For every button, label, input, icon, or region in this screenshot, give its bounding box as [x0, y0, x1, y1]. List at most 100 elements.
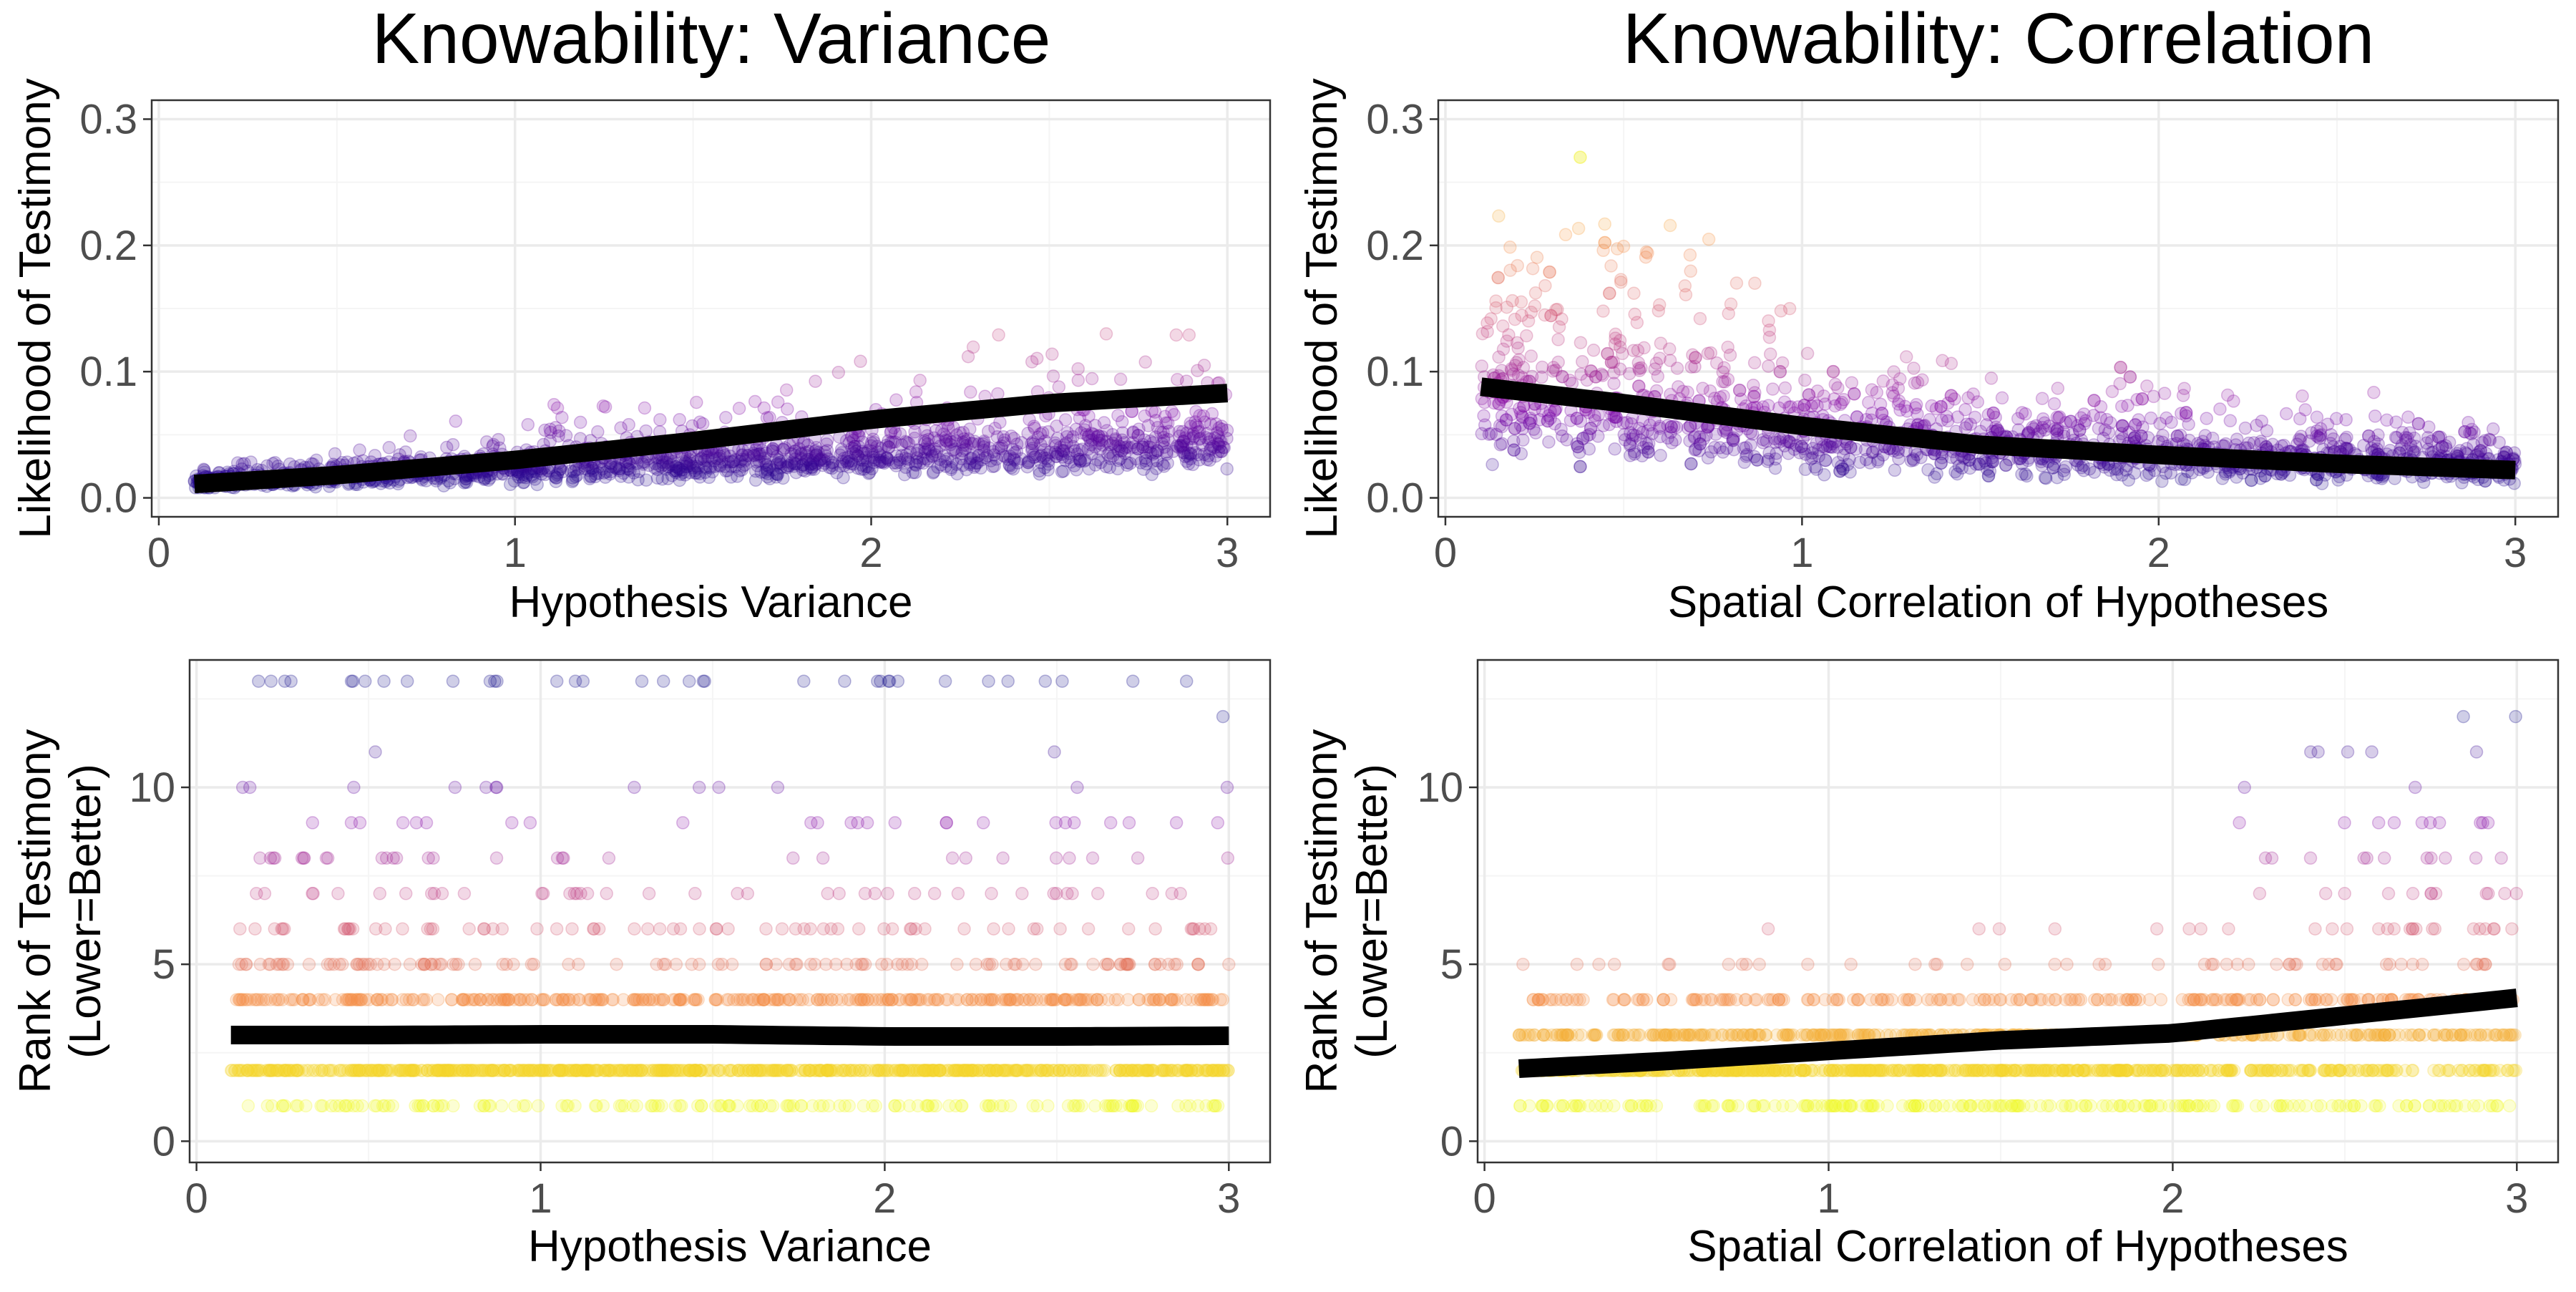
data-point	[562, 958, 575, 971]
data-point	[397, 817, 409, 829]
data-point	[557, 465, 569, 477]
data-point	[447, 675, 459, 687]
y-axis-label: Rank of Testimony(Lower=Better)	[11, 729, 110, 1094]
data-point	[713, 782, 725, 794]
data-point	[997, 852, 1009, 864]
data-point	[1123, 817, 1136, 829]
data-point	[508, 994, 520, 1006]
data-point	[987, 1099, 999, 1112]
data-point	[359, 675, 371, 687]
data-point	[805, 958, 817, 971]
data-point	[796, 1099, 808, 1112]
data-point	[564, 888, 576, 900]
data-point	[1085, 439, 1097, 451]
data-point	[965, 452, 977, 465]
data-point	[962, 351, 975, 363]
data-point	[496, 1099, 508, 1112]
data-point	[731, 888, 743, 900]
data-point	[552, 430, 565, 442]
data-point	[458, 888, 470, 900]
data-point	[1092, 888, 1104, 900]
data-point	[297, 994, 309, 1006]
data-point	[689, 888, 701, 900]
data-point	[2296, 390, 2308, 402]
data-point	[896, 450, 908, 462]
x-tick-label: 0	[147, 530, 170, 576]
data-point	[328, 958, 340, 971]
data-point	[1060, 994, 1072, 1006]
data-point	[1112, 994, 1124, 1006]
data-point	[351, 1099, 364, 1112]
data-point	[1160, 1064, 1172, 1077]
data-point	[1199, 359, 1211, 371]
data-point	[1725, 298, 1737, 310]
data-point	[781, 1099, 793, 1112]
data-point	[237, 782, 249, 794]
data-point	[1018, 994, 1030, 1006]
data-point	[1547, 361, 1559, 374]
data-point	[1751, 454, 1763, 466]
data-point	[1525, 350, 1537, 362]
data-point	[1072, 363, 1084, 375]
data-point	[2000, 459, 2012, 471]
data-point	[2322, 418, 2334, 430]
data-point	[691, 460, 703, 472]
data-point	[710, 994, 722, 1006]
data-point	[1181, 427, 1193, 439]
data-point	[1110, 1099, 1122, 1112]
data-point	[1767, 383, 1779, 395]
data-point	[2474, 445, 2487, 457]
data-point	[1597, 419, 1609, 432]
data-point	[751, 1099, 763, 1112]
data-point	[970, 958, 982, 971]
data-point	[711, 923, 723, 935]
data-point	[1765, 348, 1777, 360]
data-point	[1048, 888, 1060, 900]
data-point	[1552, 334, 1564, 346]
data-point	[374, 888, 386, 900]
data-point	[235, 994, 247, 1006]
data-point	[1654, 431, 1667, 443]
data-point	[1222, 1064, 1234, 1077]
data-point	[781, 384, 793, 396]
data-point	[613, 1099, 625, 1112]
data-point	[1172, 1099, 1184, 1112]
data-point	[253, 675, 265, 687]
data-point	[890, 394, 902, 406]
data-point	[1518, 400, 1530, 412]
x-tick-label: 0	[185, 1175, 208, 1222]
data-point	[1148, 994, 1160, 1006]
data-point	[833, 888, 845, 900]
data-point	[1221, 782, 1234, 794]
data-point	[1702, 452, 1714, 464]
data-point	[844, 994, 857, 1006]
data-point	[1684, 249, 1696, 261]
y-axis-label: Likelihood of Testimony	[11, 78, 60, 538]
data-point	[1774, 366, 1786, 378]
data-point	[815, 994, 827, 1006]
data-point	[1633, 380, 1645, 392]
data-point	[1802, 347, 1814, 359]
data-point	[1183, 329, 1195, 341]
data-point	[1527, 263, 1539, 275]
data-point	[1048, 370, 1060, 382]
chart-title: Knowability: Variance	[372, 0, 1051, 79]
data-point	[2114, 361, 2127, 374]
data-point	[845, 817, 857, 829]
x-tick-label: 2	[873, 1175, 896, 1222]
data-point	[1845, 377, 1858, 389]
data-point	[940, 435, 952, 447]
x-tick-label: 3	[2504, 530, 2527, 576]
data-point	[1634, 364, 1646, 377]
data-point	[1876, 407, 1888, 419]
data-point	[2051, 424, 2063, 437]
data-point	[690, 1064, 702, 1077]
data-point	[668, 923, 680, 935]
data-point	[1905, 455, 1917, 467]
data-point	[353, 1064, 366, 1077]
data-point	[2023, 427, 2035, 439]
y-tick-label: 10	[129, 764, 175, 811]
data-point	[970, 994, 982, 1006]
data-point	[628, 923, 640, 935]
